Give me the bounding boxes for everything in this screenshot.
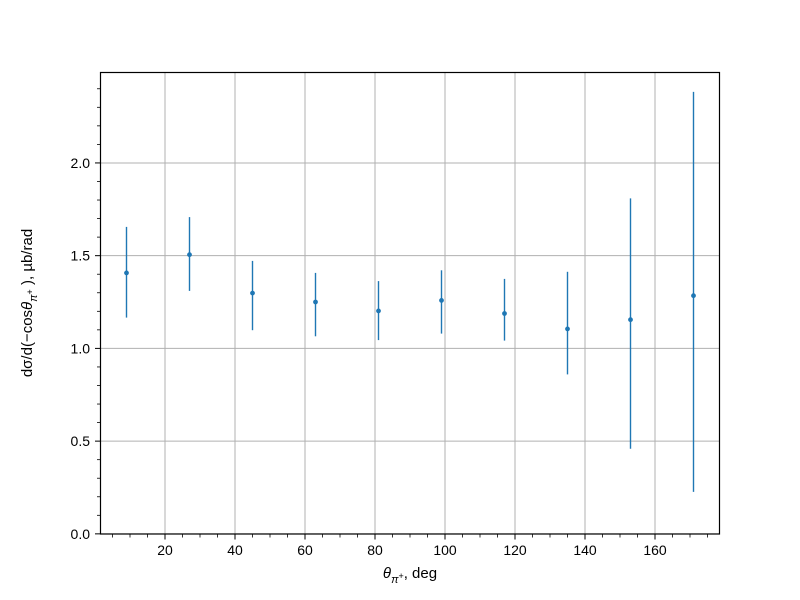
- svg-text:100: 100: [433, 542, 457, 558]
- svg-text:2.0: 2.0: [71, 155, 91, 171]
- svg-text:20: 20: [157, 542, 173, 558]
- svg-text:1.0: 1.0: [71, 340, 91, 356]
- svg-text:80: 80: [367, 542, 383, 558]
- svg-text:0.0: 0.0: [71, 526, 91, 542]
- svg-text:60: 60: [297, 542, 313, 558]
- svg-text:0.5: 0.5: [71, 433, 91, 449]
- svg-text:140: 140: [573, 542, 597, 558]
- svg-text:1.5: 1.5: [71, 248, 91, 264]
- svg-text:40: 40: [227, 542, 243, 558]
- svg-text:120: 120: [503, 542, 527, 558]
- svg-text:160: 160: [643, 542, 667, 558]
